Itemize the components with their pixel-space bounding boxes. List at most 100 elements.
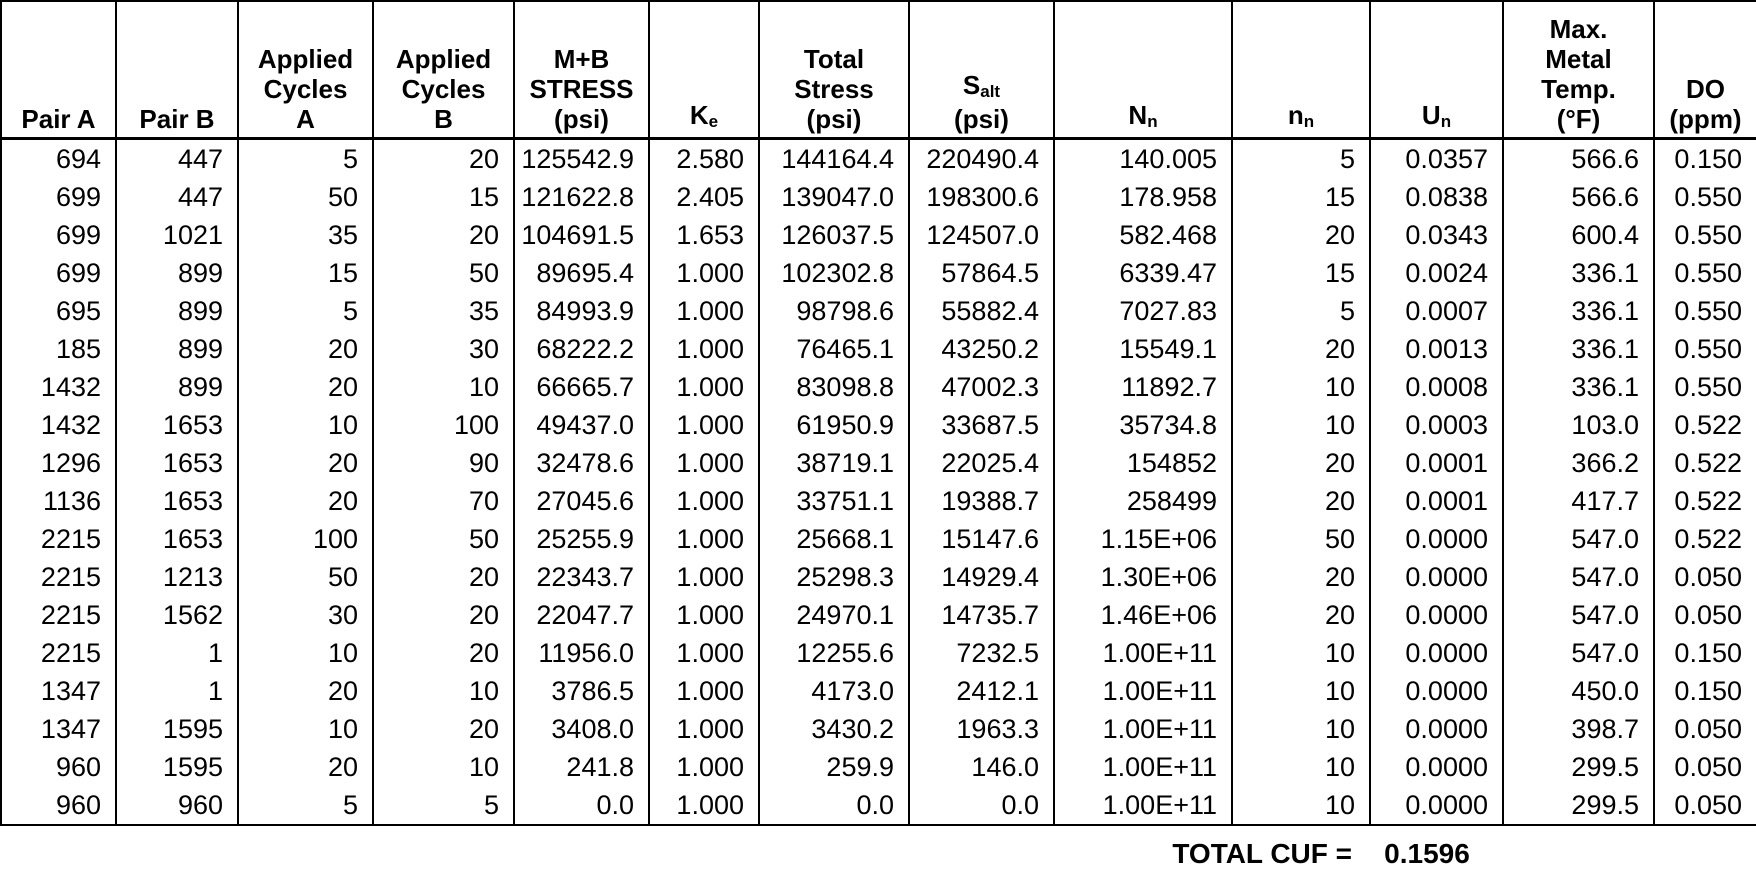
cell-do-ppm: 0.522 (1653, 444, 1756, 482)
cell-pair-a: 2215 (0, 634, 117, 672)
cell-s-alt: 146.0 (908, 748, 1055, 786)
cell-applied-cycles-a: 15 (237, 254, 374, 292)
cell-pair-b: 1562 (115, 596, 239, 634)
cell-n-allowable: 15549.1 (1053, 330, 1233, 368)
cell-s-alt: 22025.4 (908, 444, 1055, 482)
cell-pair-b: 1213 (115, 558, 239, 596)
cell-ke: 1.000 (648, 330, 760, 368)
cell-applied-cycles-b: 5 (372, 786, 515, 825)
cell-total-stress: 25298.3 (758, 558, 910, 596)
cell-do-ppm: 0.150 (1653, 138, 1756, 178)
cell-u-n: 0.0838 (1369, 178, 1504, 216)
cell-applied-cycles-b: 15 (372, 178, 515, 216)
cell-total-stress: 126037.5 (758, 216, 910, 254)
cell-u-n: 0.0007 (1369, 292, 1504, 330)
column-header-ke: Ke (648, 1, 760, 140)
cell-total-stress: 76465.1 (758, 330, 910, 368)
table-row: 695 899 5 35 84993.9 1.000 98798.6 55882.4 7027.… (0, 292, 1756, 330)
cell-applied-cycles-a: 10 (237, 710, 374, 748)
cell-applied-cycles-b: 20 (372, 710, 515, 748)
cell-do-ppm: 0.050 (1653, 786, 1756, 825)
cell-u-n: 0.0001 (1369, 482, 1504, 520)
cell-mb-stress: 125542.9 (513, 138, 650, 178)
cell-pair-a: 699 (0, 178, 117, 216)
cell-u-n: 0.0001 (1369, 444, 1504, 482)
column-header-total-stress: Total Stress (psi) (758, 1, 910, 140)
cell-total-stress: 24970.1 (758, 596, 910, 634)
cell-n-applied: 10 (1231, 406, 1371, 444)
cell-applied-cycles-a: 5 (237, 292, 374, 330)
cell-ke: 1.000 (648, 444, 760, 482)
cell-applied-cycles-a: 20 (237, 748, 374, 786)
cell-applied-cycles-a: 30 (237, 596, 374, 634)
cell-u-n: 0.0000 (1369, 558, 1504, 596)
cell-s-alt: 14929.4 (908, 558, 1055, 596)
cell-applied-cycles-a: 100 (237, 520, 374, 558)
cell-do-ppm: 0.522 (1653, 482, 1756, 520)
cell-n-allowable: 1.00E+11 (1053, 748, 1233, 786)
cell-applied-cycles-b: 20 (372, 216, 515, 254)
cell-mb-stress: 84993.9 (513, 292, 650, 330)
cell-do-ppm: 0.550 (1653, 292, 1756, 330)
cell-max-metal-temp: 336.1 (1502, 368, 1655, 406)
cell-pair-b: 447 (115, 138, 239, 178)
cell-n-applied: 10 (1231, 368, 1371, 406)
cell-do-ppm: 0.150 (1653, 634, 1756, 672)
column-header-s-alt: Salt (psi) (908, 1, 1055, 140)
column-header-applied-cycles-a: Applied Cycles A (237, 1, 374, 140)
cell-max-metal-temp: 299.5 (1502, 786, 1655, 825)
cell-pair-a: 185 (0, 330, 117, 368)
cell-s-alt: 43250.2 (908, 330, 1055, 368)
cell-applied-cycles-a: 20 (237, 368, 374, 406)
cell-total-stress: 38719.1 (758, 444, 910, 482)
cell-pair-a: 1432 (0, 406, 117, 444)
cell-n-applied: 20 (1231, 444, 1371, 482)
cell-n-applied: 15 (1231, 178, 1371, 216)
cell-u-n: 0.0008 (1369, 368, 1504, 406)
cell-n-allowable: 1.30E+06 (1053, 558, 1233, 596)
cell-pair-a: 1347 (0, 710, 117, 748)
cell-max-metal-temp: 103.0 (1502, 406, 1655, 444)
cell-u-n: 0.0000 (1369, 672, 1504, 710)
cell-ke: 1.000 (648, 786, 760, 825)
cell-n-applied: 10 (1231, 672, 1371, 710)
cell-n-applied: 20 (1231, 482, 1371, 520)
cell-pair-a: 699 (0, 216, 117, 254)
column-header-pair-a: Pair A (0, 1, 117, 140)
cell-s-alt: 19388.7 (908, 482, 1055, 520)
cell-ke: 1.000 (648, 406, 760, 444)
cell-n-allowable: 35734.8 (1053, 406, 1233, 444)
table-row: 699 447 50 15 121622.8 2.405 139047.0 198300.6 1… (0, 178, 1756, 216)
cell-applied-cycles-a: 10 (237, 634, 374, 672)
cell-mb-stress: 11956.0 (513, 634, 650, 672)
table-row: 2215 1562 30 20 22047.7 1.000 24970.1 14735.7 1.… (0, 596, 1756, 634)
cell-total-stress: 139047.0 (758, 178, 910, 216)
cell-mb-stress: 0.0 (513, 786, 650, 825)
cell-s-alt: 0.0 (908, 786, 1055, 825)
cell-s-alt: 55882.4 (908, 292, 1055, 330)
column-header-pair-b: Pair B (115, 1, 239, 140)
cell-pair-b: 1653 (115, 444, 239, 482)
cell-n-applied: 10 (1231, 634, 1371, 672)
cell-ke: 1.653 (648, 216, 760, 254)
table-row: 2215 1213 50 20 22343.7 1.000 25298.3 14929.4 1.… (0, 558, 1756, 596)
cell-pair-b: 1021 (115, 216, 239, 254)
cell-pair-a: 1432 (0, 368, 117, 406)
total-cuf-label: TOTAL CUF = (1172, 838, 1352, 869)
cell-pair-b: 1 (115, 634, 239, 672)
cell-n-allowable: 258499 (1053, 482, 1233, 520)
cell-max-metal-temp: 600.4 (1502, 216, 1655, 254)
cell-pair-b: 447 (115, 178, 239, 216)
cell-applied-cycles-b: 10 (372, 748, 515, 786)
cell-ke: 1.000 (648, 634, 760, 672)
cell-mb-stress: 241.8 (513, 748, 650, 786)
cell-max-metal-temp: 547.0 (1502, 520, 1655, 558)
cell-applied-cycles-a: 20 (237, 444, 374, 482)
cell-ke: 1.000 (648, 482, 760, 520)
cell-pair-b: 960 (115, 786, 239, 825)
table-row: 1296 1653 20 90 32478.6 1.000 38719.1 22025.4 15… (0, 444, 1756, 482)
cell-pair-a: 694 (0, 138, 117, 178)
cell-mb-stress: 25255.9 (513, 520, 650, 558)
cell-pair-a: 2215 (0, 558, 117, 596)
cell-n-applied: 50 (1231, 520, 1371, 558)
